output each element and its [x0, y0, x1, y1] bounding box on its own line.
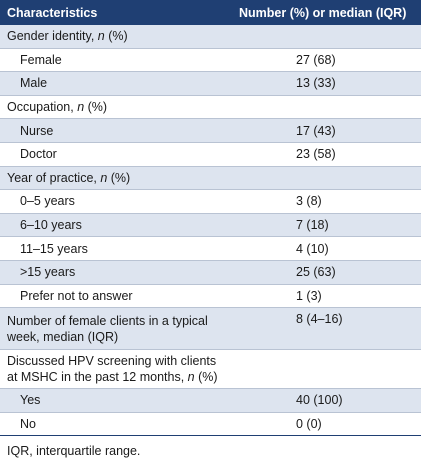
table-row: Nurse 17 (43): [0, 118, 421, 143]
label-suffix: (%): [104, 29, 128, 44]
table-row: 6–10 years 7 (18): [0, 213, 421, 238]
row-value: 4 (10): [230, 236, 421, 261]
label-suffix: (%): [194, 370, 218, 385]
table-row: 0–5 years 3 (8): [0, 189, 421, 214]
label-suffix: (%): [84, 100, 108, 115]
row-value: [230, 349, 421, 390]
row-value: 3 (8): [230, 189, 421, 214]
row-value: 7 (18): [230, 213, 421, 238]
table-row: 11–15 years 4 (10): [0, 236, 421, 261]
table-row: Female 27 (68): [0, 48, 421, 73]
row-value: 25 (63): [230, 260, 421, 285]
row-value: 40 (100): [230, 388, 421, 413]
table-row: Male 13 (33): [0, 71, 421, 96]
table-row: No 0 (0): [0, 412, 421, 437]
table-row: Gender identity, n (%): [0, 25, 421, 49]
row-value: 23 (58): [230, 142, 421, 167]
row-label: 11–15 years: [0, 236, 230, 261]
row-label: Doctor: [0, 142, 230, 167]
label-italic: n: [100, 170, 108, 185]
table-row: Prefer not to answer 1 (3): [0, 284, 421, 309]
table-row: Year of practice, n (%): [0, 166, 421, 191]
label-suffix: (%): [107, 170, 131, 185]
table-footnote: IQR, interquartile range.: [7, 444, 141, 458]
table-row: Discussed HPV screening with clients at …: [0, 349, 421, 390]
row-label: 6–10 years: [0, 213, 230, 238]
row-label: Gender identity, n (%): [0, 25, 230, 49]
row-value: 13 (33): [230, 71, 421, 96]
row-value: [230, 95, 421, 120]
row-label: No: [0, 412, 230, 437]
label-italic: n: [97, 29, 105, 44]
table-row: >15 years 25 (63): [0, 260, 421, 285]
row-value: 1 (3): [230, 284, 421, 309]
row-label: Prefer not to answer: [0, 284, 230, 309]
row-value: 0 (0): [230, 412, 421, 437]
row-label: Number of female clients in a typical we…: [0, 307, 230, 351]
characteristics-table-container: Characteristics Number (%) or median (IQ…: [0, 0, 421, 437]
row-value: [230, 166, 421, 191]
row-label: Yes: [0, 388, 230, 413]
label-italic: n: [77, 100, 85, 115]
table-header-row: Characteristics Number (%) or median (IQ…: [0, 0, 421, 25]
label-text: Gender identity,: [7, 29, 98, 44]
row-label: Male: [0, 71, 230, 96]
header-number-median: Number (%) or median (IQR): [230, 0, 421, 25]
label-text: Discussed HPV screening with clients at …: [7, 354, 217, 385]
label-text: Year of practice,: [7, 170, 101, 185]
table-row: Occupation, n (%): [0, 95, 421, 120]
label-italic: n: [187, 370, 195, 385]
row-label: Occupation, n (%): [0, 95, 230, 120]
row-label: 0–5 years: [0, 189, 230, 214]
label-text: Occupation,: [7, 100, 78, 115]
row-value: 8 (4–16): [230, 307, 421, 351]
header-characteristics: Characteristics: [0, 0, 230, 25]
row-label: Nurse: [0, 118, 230, 143]
row-value: [230, 25, 421, 49]
row-label: Discussed HPV screening with clients at …: [0, 349, 230, 390]
characteristics-table: Characteristics Number (%) or median (IQ…: [0, 0, 421, 437]
row-value: 27 (68): [230, 48, 421, 73]
row-value: 17 (43): [230, 118, 421, 143]
row-label: Year of practice, n (%): [0, 166, 230, 191]
row-label: >15 years: [0, 260, 230, 285]
table-row: Number of female clients in a typical we…: [0, 307, 421, 351]
table-row: Yes 40 (100): [0, 388, 421, 413]
row-label: Female: [0, 48, 230, 73]
table-row: Doctor 23 (58): [0, 142, 421, 167]
